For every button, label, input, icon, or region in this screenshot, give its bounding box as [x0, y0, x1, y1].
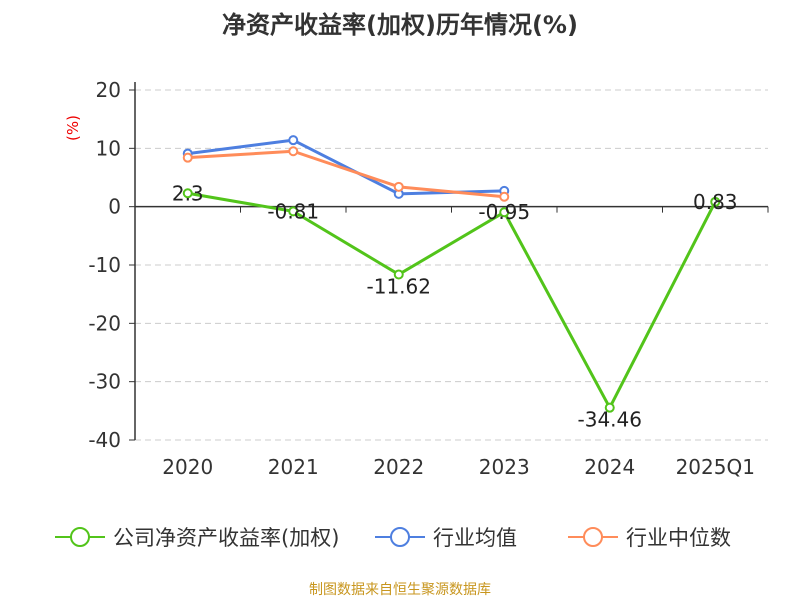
data-label: -11.62	[367, 274, 431, 298]
footer-source: 制图数据来自恒生聚源数据库	[309, 582, 491, 598]
data-label: -34.46	[578, 408, 642, 432]
data-point	[393, 269, 404, 280]
legend-label: 行业均值	[433, 526, 517, 550]
series-line	[187, 149, 505, 199]
data-label: -0.81	[267, 199, 319, 223]
data-label: -0.95	[478, 200, 530, 224]
data-point	[499, 207, 510, 218]
legend-item: 公司净资产收益率(加权)	[55, 526, 339, 550]
data-point	[288, 135, 299, 146]
legend-marker	[70, 527, 90, 547]
y-tick-label: -40	[88, 428, 121, 452]
y-tick-label: -30	[88, 370, 121, 394]
chart-title: 净资产收益率(加权)历年情况(%)	[222, 11, 578, 39]
y-tick-label: 10	[96, 136, 121, 160]
x-tick-label: 2024	[584, 455, 635, 479]
data-point	[288, 206, 299, 217]
y-tick-label: -20	[88, 311, 121, 335]
x-tick-label: 2020	[162, 455, 213, 479]
legend-marker	[390, 527, 410, 547]
x-tick-label: 2022	[373, 455, 424, 479]
legend-marker	[583, 527, 603, 547]
legend-item: 行业均值	[375, 526, 517, 550]
data-point	[710, 196, 721, 207]
legend-item: 行业中位数	[568, 526, 731, 550]
data-point	[499, 191, 510, 202]
y-tick-label: 20	[96, 78, 121, 102]
data-point	[288, 146, 299, 157]
x-tick-label: 2025Q1	[676, 455, 755, 479]
data-label: 0.83	[693, 190, 738, 214]
data-point	[604, 402, 615, 413]
y-axis-label: (%)	[64, 115, 82, 141]
x-tick-label: 2023	[479, 455, 530, 479]
legend-label: 公司净资产收益率(加权)	[113, 526, 339, 550]
series-line	[187, 191, 717, 410]
y-tick-label: -10	[88, 253, 121, 277]
data-label: 2.3	[172, 181, 204, 205]
data-point	[182, 152, 193, 163]
data-point	[182, 188, 193, 199]
legend-label: 行业中位数	[626, 526, 731, 550]
data-point	[393, 181, 404, 192]
y-tick-label: 0	[108, 195, 121, 219]
x-tick-label: 2021	[268, 455, 319, 479]
